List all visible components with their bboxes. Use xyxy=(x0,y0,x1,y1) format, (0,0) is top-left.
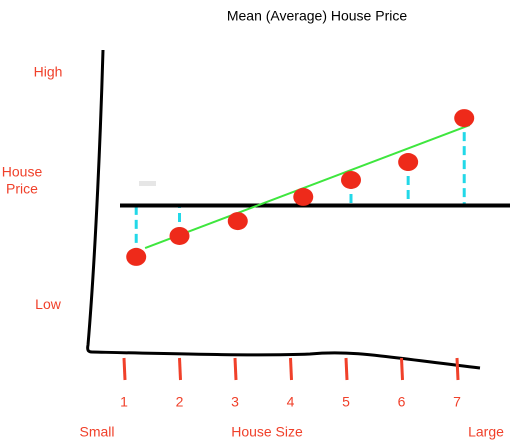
x-tick-mark xyxy=(178,357,182,381)
y-axis-label: House xyxy=(2,164,43,180)
point xyxy=(169,226,190,245)
y-tick-label: Low xyxy=(35,296,62,312)
x-end-label: Large xyxy=(468,424,504,440)
x-tick-mark xyxy=(289,357,293,381)
y-axis-label: Price xyxy=(6,181,38,197)
y-axis xyxy=(86,49,105,354)
x-tick-label: 5 xyxy=(342,394,350,410)
x-tick-label: 1 xyxy=(120,394,128,410)
x-axis xyxy=(91,350,481,370)
point xyxy=(227,212,248,231)
point xyxy=(454,109,475,128)
x-tick-label: 3 xyxy=(231,394,239,410)
trend-line xyxy=(144,124,471,250)
x-axis-label: House Size xyxy=(231,424,303,440)
x-tick-mark xyxy=(122,357,127,381)
x-tick-label: 2 xyxy=(176,394,184,410)
point xyxy=(398,153,419,172)
x-tick-mark xyxy=(344,357,349,381)
x-tick-label: 6 xyxy=(398,394,406,410)
point xyxy=(126,247,147,266)
x-tick-label: 7 xyxy=(453,394,461,410)
x-tick-mark xyxy=(233,357,238,381)
x-end-label: Small xyxy=(79,424,114,440)
x-tick-mark xyxy=(400,357,404,381)
x-tick-label: 4 xyxy=(287,394,295,410)
chart-title: Mean (Average) House Price xyxy=(227,8,407,24)
smudge xyxy=(139,181,156,186)
point xyxy=(293,187,314,206)
y-tick-label: High xyxy=(34,64,63,80)
x-tick-mark xyxy=(455,357,460,381)
point xyxy=(340,170,361,189)
